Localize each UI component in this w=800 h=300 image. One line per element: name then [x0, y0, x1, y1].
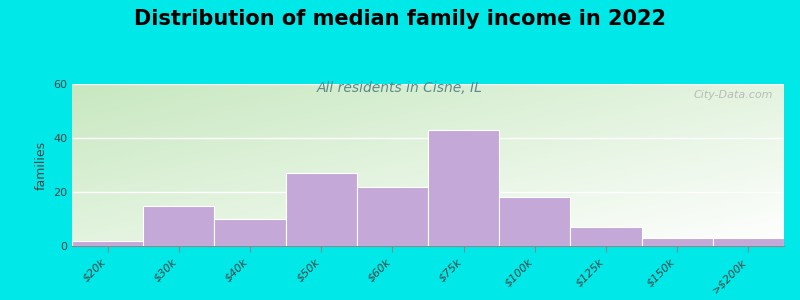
Text: City-Data.com: City-Data.com — [694, 91, 774, 100]
Bar — [286, 173, 357, 246]
Bar — [642, 238, 713, 246]
Text: All residents in Cisne, IL: All residents in Cisne, IL — [317, 81, 483, 95]
Bar — [570, 227, 642, 246]
Y-axis label: families: families — [34, 140, 47, 190]
Bar — [214, 219, 286, 246]
Bar — [713, 238, 784, 246]
Text: Distribution of median family income in 2022: Distribution of median family income in … — [134, 9, 666, 29]
Bar — [357, 187, 428, 246]
Bar — [428, 130, 499, 246]
Bar — [143, 206, 214, 246]
Bar — [72, 241, 143, 246]
Bar — [499, 197, 570, 246]
